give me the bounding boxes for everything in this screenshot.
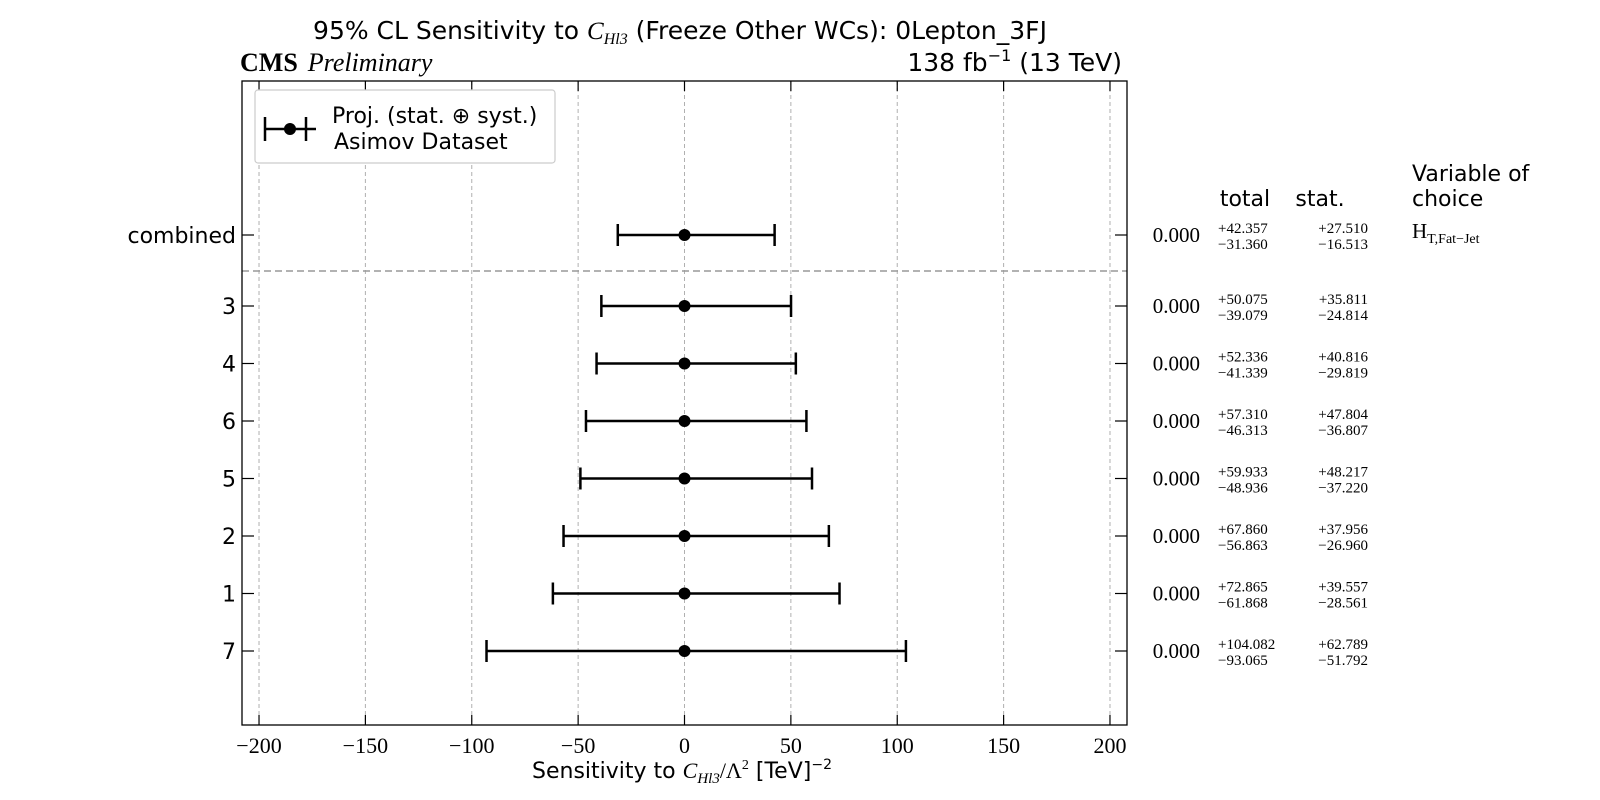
row-total-down: −39.079 <box>1218 308 1268 324</box>
central-value-marker <box>678 229 691 241</box>
central-value-marker <box>678 587 691 600</box>
central-value-marker <box>678 645 691 657</box>
row-stat-down: −36.807 <box>1318 423 1368 439</box>
y-tick-label: 4 <box>222 353 236 378</box>
central-value-marker <box>678 357 691 370</box>
row-stat-up: +27.510 <box>1318 221 1368 237</box>
row-central-value: 0.000 <box>1153 223 1200 247</box>
row-stat-up: +37.956 <box>1318 522 1368 538</box>
central-value-marker <box>678 530 691 542</box>
x-tick-label: −100 <box>449 733 494 758</box>
row-total-down: −46.313 <box>1218 423 1268 439</box>
row-stat-up: +48.217 <box>1318 465 1368 481</box>
chart-title: 95% CL Sensitivity to CHl3 (Freeze Other… <box>313 16 1047 48</box>
luminosity-label: 138 fb−1 (13 TeV) <box>907 46 1122 77</box>
row-central-value: 0.000 <box>1153 352 1200 376</box>
row-total-up: +52.336 <box>1218 350 1268 366</box>
y-tick-label: 7 <box>222 640 236 665</box>
legend-label-line2: Asimov Dataset <box>334 130 508 155</box>
y-tick-label: combined <box>127 224 236 249</box>
row-stat-down: −28.561 <box>1318 596 1368 612</box>
row-total-down: −93.065 <box>1218 653 1268 669</box>
x-tick-label: −150 <box>343 733 388 758</box>
row-total-up: +67.860 <box>1218 522 1268 538</box>
header-stat: stat. <box>1295 187 1344 212</box>
header-total: total <box>1220 187 1270 212</box>
header-choice-line1: Variable of <box>1412 162 1531 187</box>
row-stat-down: −16.513 <box>1318 237 1368 253</box>
choice-value: HT,Fat−Jet <box>1412 219 1480 247</box>
row-central-value: 0.000 <box>1153 294 1200 318</box>
row-total-down: −41.339 <box>1218 366 1268 382</box>
row-total-up: +72.865 <box>1218 580 1268 596</box>
axis-ticks: −200 −150 −100 −50 0 50 100 150 200 combined 3 4 6 5 2… <box>127 81 1127 758</box>
legend-label-line1: Proj. (stat. ⊕ syst.) <box>332 104 537 129</box>
row-stat-down: −26.960 <box>1318 538 1368 554</box>
row-stat-down: −37.220 <box>1318 481 1368 497</box>
central-value-marker <box>678 415 691 427</box>
row-central-value: 0.000 <box>1153 639 1200 663</box>
x-tick-label: −200 <box>236 733 281 758</box>
values-table: 0.000 +42.357−31.360 +27.510−16.513 0.000 +5… <box>1153 221 1369 669</box>
row-stat-down: −24.814 <box>1318 308 1368 324</box>
y-tick-label: 6 <box>222 410 236 435</box>
legend-marker-dot <box>284 123 296 135</box>
row-total-down: −56.863 <box>1218 538 1268 554</box>
row-central-value: 0.000 <box>1153 524 1200 548</box>
row-stat-down: −29.819 <box>1318 366 1368 382</box>
x-tick-label: 100 <box>881 733 914 758</box>
error-bars <box>485 224 908 662</box>
row-stat-up: +39.557 <box>1318 580 1368 596</box>
header-choice-line2: choice <box>1412 187 1483 212</box>
x-tick-label: 50 <box>780 733 802 758</box>
row-stat-up: +62.789 <box>1318 637 1368 653</box>
row-total-down: −48.936 <box>1218 481 1268 497</box>
row-stat-down: −51.792 <box>1318 653 1368 669</box>
y-tick-label: 2 <box>222 525 236 550</box>
row-central-value: 0.000 <box>1153 582 1200 606</box>
legend: Proj. (stat. ⊕ syst.) Asimov Dataset <box>254 89 556 164</box>
y-tick-label: 5 <box>222 468 236 493</box>
y-tick-label: 1 <box>222 583 236 608</box>
x-tick-label: 0 <box>679 733 690 758</box>
row-central-value: 0.000 <box>1153 409 1200 433</box>
row-central-value: 0.000 <box>1153 467 1200 491</box>
row-total-up: +59.933 <box>1218 465 1268 481</box>
row-total-down: −61.868 <box>1218 596 1268 612</box>
x-tick-label: −50 <box>561 733 595 758</box>
plot-frame <box>241 80 1128 726</box>
experiment-label: CMS Preliminary <box>240 48 433 77</box>
x-tick-label: 200 <box>1093 733 1126 758</box>
row-stat-up: +35.811 <box>1319 292 1368 308</box>
row-total-up: +50.075 <box>1218 292 1268 308</box>
row-stat-up: +47.804 <box>1318 407 1368 423</box>
grid-lines <box>258 81 1111 725</box>
central-value-marker <box>678 472 691 485</box>
x-axis-label: Sensitivity to CHl3/Λ2 [TeV]−2 <box>532 757 832 787</box>
row-total-up: +42.357 <box>1218 221 1268 237</box>
y-tick-label: 3 <box>222 295 236 320</box>
central-value-marker <box>678 300 691 312</box>
row-stat-up: +40.816 <box>1318 350 1368 366</box>
row-total-down: −31.360 <box>1218 237 1268 253</box>
x-tick-label: 150 <box>987 733 1020 758</box>
legend-box <box>254 89 556 164</box>
row-total-up: +104.082 <box>1218 637 1275 653</box>
row-total-up: +57.310 <box>1218 407 1268 423</box>
